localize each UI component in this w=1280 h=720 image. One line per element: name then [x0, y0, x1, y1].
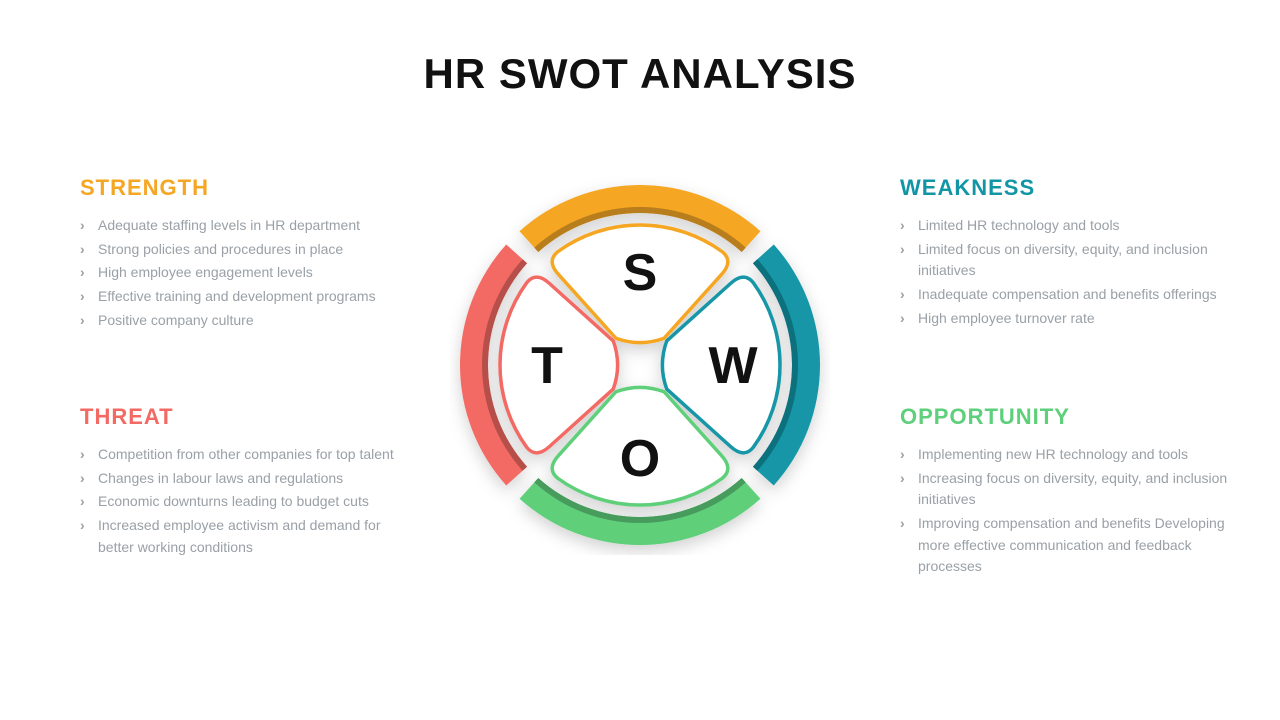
strength-block: STRENGTH Adequate staffing levels in HR …	[80, 175, 420, 333]
list-item: Improving compensation and benefits Deve…	[900, 513, 1240, 578]
weakness-block: WEAKNESS Limited HR technology and tools…	[900, 175, 1240, 331]
list-item: Increasing focus on diversity, equity, a…	[900, 468, 1240, 511]
list-item: High employee engagement levels	[80, 262, 420, 284]
swot-page: HR SWOT ANALYSIS STRENGTH Adequate staff…	[0, 0, 1280, 720]
svg-text:S: S	[623, 244, 658, 302]
list-item: Limited focus on diversity, equity, and …	[900, 239, 1240, 282]
swot-wheel: SWOT	[450, 175, 830, 555]
list-item: Strong policies and procedures in place	[80, 239, 420, 261]
svg-text:T: T	[531, 337, 563, 395]
svg-text:W: W	[708, 337, 758, 395]
opportunity-block: OPPORTUNITY Implementing new HR technolo…	[900, 404, 1240, 580]
list-item: Implementing new HR technology and tools	[900, 444, 1240, 466]
list-item: Changes in labour laws and regulations	[80, 468, 420, 490]
strength-list: Adequate staffing levels in HR departmen…	[80, 215, 420, 331]
list-item: High employee turnover rate	[900, 308, 1240, 330]
threat-block: THREAT Competition from other companies …	[80, 404, 420, 560]
svg-text:O: O	[620, 430, 660, 488]
list-item: Economic downturns leading to budget cut…	[80, 491, 420, 513]
swot-wheel-svg: SWOT	[450, 175, 830, 555]
threat-list: Competition from other companies for top…	[80, 444, 420, 558]
weakness-heading: WEAKNESS	[900, 175, 1240, 201]
list-item: Inadequate compensation and benefits off…	[900, 284, 1240, 306]
strength-heading: STRENGTH	[80, 175, 420, 201]
list-item: Competition from other companies for top…	[80, 444, 420, 466]
weakness-list: Limited HR technology and tools Limited …	[900, 215, 1240, 329]
opportunity-list: Implementing new HR technology and tools…	[900, 444, 1240, 578]
list-item: Increased employee activism and demand f…	[80, 515, 420, 558]
opportunity-heading: OPPORTUNITY	[900, 404, 1240, 430]
list-item: Adequate staffing levels in HR departmen…	[80, 215, 420, 237]
list-item: Effective training and development progr…	[80, 286, 420, 308]
list-item: Limited HR technology and tools	[900, 215, 1240, 237]
page-title: HR SWOT ANALYSIS	[0, 50, 1280, 98]
list-item: Positive company culture	[80, 310, 420, 332]
threat-heading: THREAT	[80, 404, 420, 430]
